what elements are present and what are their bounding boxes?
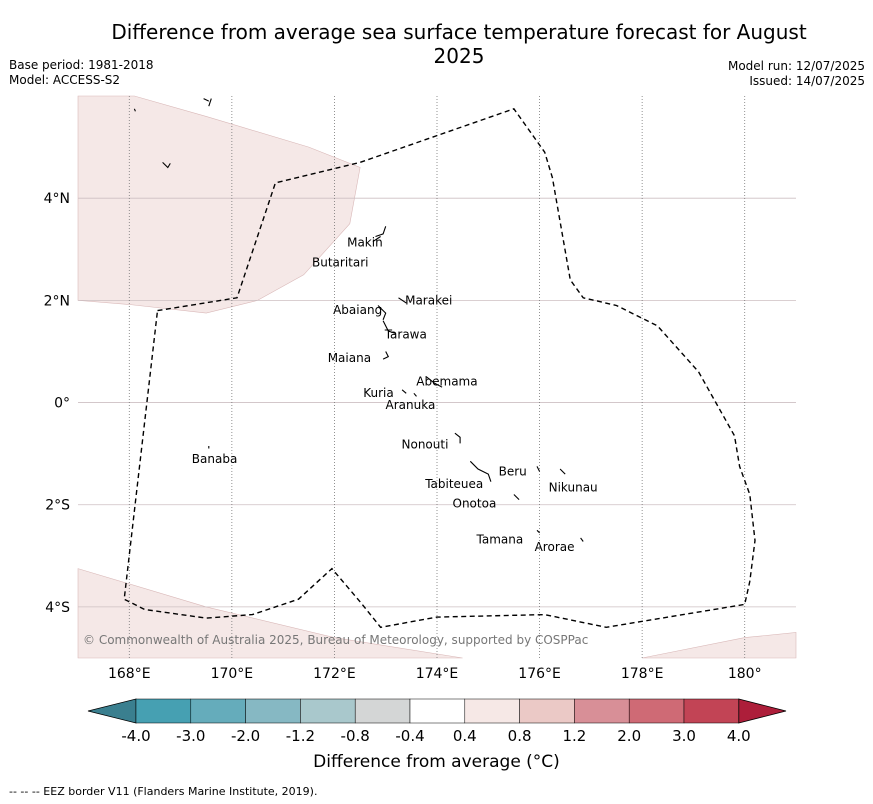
colorbar-segment [464, 698, 520, 724]
colorbar-segment [628, 698, 685, 724]
colorbar-segment [574, 698, 630, 724]
island-label: Tarawa [384, 328, 427, 342]
longitude-tick-label: 178°E [621, 666, 664, 682]
island-outline [382, 320, 397, 335]
anomaly-region-southwest [77, 568, 463, 659]
colorbar-tick-label: -4.0 [121, 727, 150, 745]
eez-border-line [123, 107, 756, 629]
latitude-tick-label: 2°S [45, 498, 70, 514]
island-label: Onotoa [453, 497, 497, 511]
island-outline [426, 376, 443, 388]
island-label: Tamana [476, 532, 524, 546]
anomaly-region-north [77, 95, 361, 314]
longitude-tick-label: 176°E [518, 666, 561, 682]
island-label: Abemama [416, 375, 477, 389]
colorbar-segment [409, 698, 466, 724]
island-outline [377, 305, 387, 320]
model-run: Model run: 12/07/2025 [727, 59, 865, 73]
map-title: Difference from average sea surface temp… [111, 20, 807, 68]
colorbar-segment [190, 698, 246, 724]
colorbar-extend-low [87, 698, 137, 724]
latitude-tick-label: 4°S [45, 600, 70, 616]
colorbar-tick-label: 0.4 [453, 727, 477, 745]
copyright-notice: © Commonwealth of Australia 2025, Bureau… [83, 633, 588, 647]
island-label: Abaiang [333, 303, 382, 317]
colorbar-tick-label: -1.2 [286, 727, 315, 745]
island-outline [454, 432, 461, 444]
island-outline [372, 236, 381, 243]
colorbar-segment [519, 698, 575, 724]
island-label: Tabiteuea [424, 477, 483, 491]
colorbar-segment [683, 698, 740, 724]
colorbar-segment [300, 698, 356, 724]
latitude-tick-label: 2°N [44, 293, 70, 309]
colorbar-segment [245, 698, 301, 724]
island-outline [401, 389, 407, 394]
island-outline [133, 108, 136, 112]
island-label: Nikunau [549, 481, 598, 495]
latitude-tick-label: 4°N [44, 191, 70, 207]
colorbar-tick-label: 0.8 [508, 727, 532, 745]
colorbar-tick-label: -0.8 [341, 727, 370, 745]
meta-left: Base period: 1981-2018 Model: ACCESS-S2 [9, 58, 154, 88]
island-outline [513, 494, 520, 500]
island-outline [162, 162, 171, 169]
island-label: Butaritari [312, 256, 369, 270]
longitude-tick-label: 174°E [416, 666, 459, 682]
colorbar-label: Difference from average (°C) [313, 752, 560, 772]
island-outline [398, 297, 407, 304]
longitude-tick-label: 180° [728, 666, 762, 682]
model-name: Model: ACCESS-S2 [9, 73, 121, 87]
island-outline [559, 468, 566, 475]
colorbar-tick-label: 3.0 [672, 727, 696, 745]
base-period: Base period: 1981-2018 [9, 58, 154, 72]
colorbar-tick-label: 2.0 [617, 727, 641, 745]
colorbar-tick-label: 1.2 [562, 727, 586, 745]
anomaly-region-southeast [642, 632, 797, 659]
colorbar-tick-label: -0.4 [395, 727, 424, 745]
colorbar-tick-label: -2.0 [231, 727, 260, 745]
island-outline [536, 529, 540, 534]
colorbar-tick-label: 4.0 [727, 727, 751, 745]
island-outline [208, 98, 212, 107]
colorbar-extend-high [738, 698, 787, 724]
colorbar-tick-label: -3.0 [176, 727, 205, 745]
colorbar-segment [135, 698, 192, 724]
island-label: Banaba [192, 452, 238, 466]
island-label: Makin [347, 236, 383, 250]
island-label: Kuria [363, 386, 394, 400]
colorbar-segment [354, 698, 411, 724]
latitude-tick-label: 0° [54, 396, 70, 412]
island-label: Maiana [328, 351, 371, 365]
island-outline [382, 351, 390, 360]
island-outline [580, 537, 584, 542]
longitude-tick-label: 170°E [211, 666, 254, 682]
longitude-tick-label: 172°E [313, 666, 356, 682]
meta-right: Model run: 12/07/2025 Issued: 14/07/2025 [728, 59, 865, 89]
island-outline [413, 392, 417, 397]
island-label: Marakei [405, 293, 452, 307]
eez-footnote: -- -- -- EEZ border V11 (Flanders Marine… [9, 785, 318, 798]
island-label: Arorae [535, 540, 575, 554]
island-outline [203, 98, 210, 102]
island-outline [375, 226, 387, 238]
island-label: Beru [499, 465, 527, 479]
island-outline [536, 466, 541, 472]
longitude-tick-label: 168°E [108, 666, 151, 682]
island-label: Aranuka [386, 398, 436, 412]
issued-date: Issued: 14/07/2025 [749, 74, 865, 88]
island-outline [469, 460, 492, 482]
island-label: Nonouti [402, 437, 449, 451]
